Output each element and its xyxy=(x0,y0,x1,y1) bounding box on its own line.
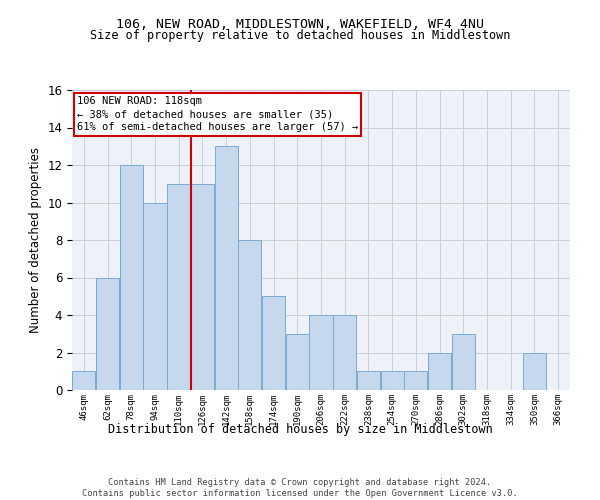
Text: Size of property relative to detached houses in Middlestown: Size of property relative to detached ho… xyxy=(90,29,510,42)
Bar xyxy=(452,334,475,390)
Text: Distribution of detached houses by size in Middlestown: Distribution of detached houses by size … xyxy=(107,422,493,436)
Bar xyxy=(380,371,404,390)
Bar xyxy=(310,315,332,390)
Bar xyxy=(143,202,167,390)
Bar xyxy=(191,184,214,390)
Text: Contains HM Land Registry data © Crown copyright and database right 2024.
Contai: Contains HM Land Registry data © Crown c… xyxy=(82,478,518,498)
Text: 106, NEW ROAD, MIDDLESTOWN, WAKEFIELD, WF4 4NU: 106, NEW ROAD, MIDDLESTOWN, WAKEFIELD, W… xyxy=(116,18,484,30)
Bar xyxy=(404,371,427,390)
Bar xyxy=(96,278,119,390)
Bar xyxy=(119,165,143,390)
Bar xyxy=(215,146,238,390)
Bar xyxy=(357,371,380,390)
Bar xyxy=(262,296,285,390)
Bar xyxy=(72,371,95,390)
Bar xyxy=(523,352,546,390)
Bar xyxy=(286,334,309,390)
Bar xyxy=(428,352,451,390)
Bar xyxy=(333,315,356,390)
Y-axis label: Number of detached properties: Number of detached properties xyxy=(29,147,42,333)
Bar xyxy=(238,240,262,390)
Text: 106 NEW ROAD: 118sqm
← 38% of detached houses are smaller (35)
61% of semi-detac: 106 NEW ROAD: 118sqm ← 38% of detached h… xyxy=(77,96,358,132)
Bar xyxy=(167,184,190,390)
